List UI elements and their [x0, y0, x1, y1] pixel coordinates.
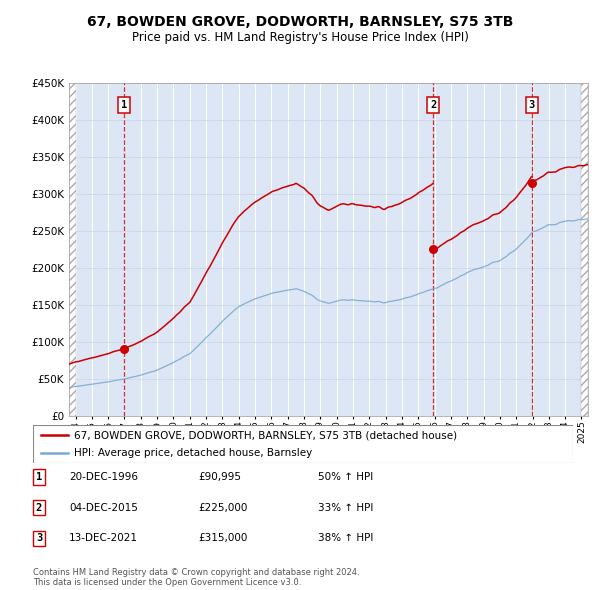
Text: £225,000: £225,000	[198, 503, 247, 513]
Text: 04-DEC-2015: 04-DEC-2015	[69, 503, 138, 513]
Text: 3: 3	[36, 533, 42, 543]
FancyBboxPatch shape	[33, 425, 573, 463]
Text: 2: 2	[430, 100, 436, 110]
Bar	[581, 83, 588, 416]
Text: 20-DEC-1996: 20-DEC-1996	[69, 472, 138, 482]
Text: 1: 1	[121, 100, 127, 110]
Text: Price paid vs. HM Land Registry's House Price Index (HPI): Price paid vs. HM Land Registry's House …	[131, 31, 469, 44]
Text: This data is licensed under the Open Government Licence v3.0.: This data is licensed under the Open Gov…	[33, 578, 301, 587]
Text: 50% ↑ HPI: 50% ↑ HPI	[318, 472, 373, 482]
Text: 2: 2	[36, 503, 42, 513]
Text: HPI: Average price, detached house, Barnsley: HPI: Average price, detached house, Barn…	[74, 448, 312, 458]
Text: £90,995: £90,995	[198, 472, 241, 482]
Text: 38% ↑ HPI: 38% ↑ HPI	[318, 533, 373, 543]
Text: 1: 1	[36, 472, 42, 482]
Bar	[69, 83, 76, 416]
Text: 33% ↑ HPI: 33% ↑ HPI	[318, 503, 373, 513]
Text: £315,000: £315,000	[198, 533, 247, 543]
Text: 13-DEC-2021: 13-DEC-2021	[69, 533, 138, 543]
Text: 67, BOWDEN GROVE, DODWORTH, BARNSLEY, S75 3TB: 67, BOWDEN GROVE, DODWORTH, BARNSLEY, S7…	[87, 15, 513, 29]
Text: Contains HM Land Registry data © Crown copyright and database right 2024.: Contains HM Land Registry data © Crown c…	[33, 568, 359, 576]
Text: 67, BOWDEN GROVE, DODWORTH, BARNSLEY, S75 3TB (detached house): 67, BOWDEN GROVE, DODWORTH, BARNSLEY, S7…	[74, 430, 457, 440]
Text: 3: 3	[529, 100, 535, 110]
